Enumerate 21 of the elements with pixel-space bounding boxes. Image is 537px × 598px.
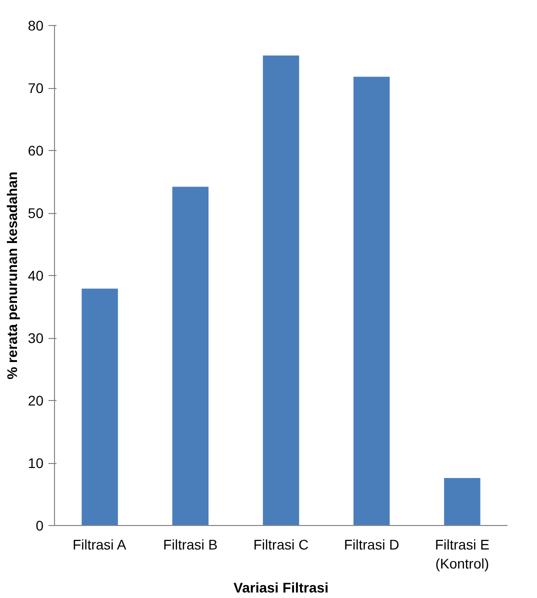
y-tick-label: 0 [36, 518, 44, 534]
x-axis-title: Variasi Filtrasi [234, 580, 328, 596]
y-tick-label: 10 [28, 455, 44, 471]
bar [353, 76, 390, 526]
bar [262, 56, 300, 526]
x-tick-label: Filtrasi C [253, 536, 309, 552]
x-tick-label: Filtrasi B [163, 536, 218, 552]
bar [172, 186, 209, 526]
x-tick-label: Filtrasi D [344, 536, 400, 552]
y-axis-title: % rerata penurunan kesadahan [4, 172, 20, 380]
y-tick-label: 80 [28, 18, 44, 34]
y-tick-label: 30 [28, 330, 44, 346]
y-tick-label: 70 [28, 80, 44, 96]
bar [82, 288, 118, 526]
y-tick-label: 20 [28, 392, 44, 408]
x-tick-label: Filtrasi E (Kontrol) [434, 536, 490, 572]
y-tick-label: 60 [28, 142, 44, 158]
x-tick-label: Filtrasi A [72, 536, 127, 552]
bar [444, 478, 480, 526]
y-tick-label: 40 [28, 268, 44, 284]
y-tick-label: 50 [28, 205, 44, 221]
